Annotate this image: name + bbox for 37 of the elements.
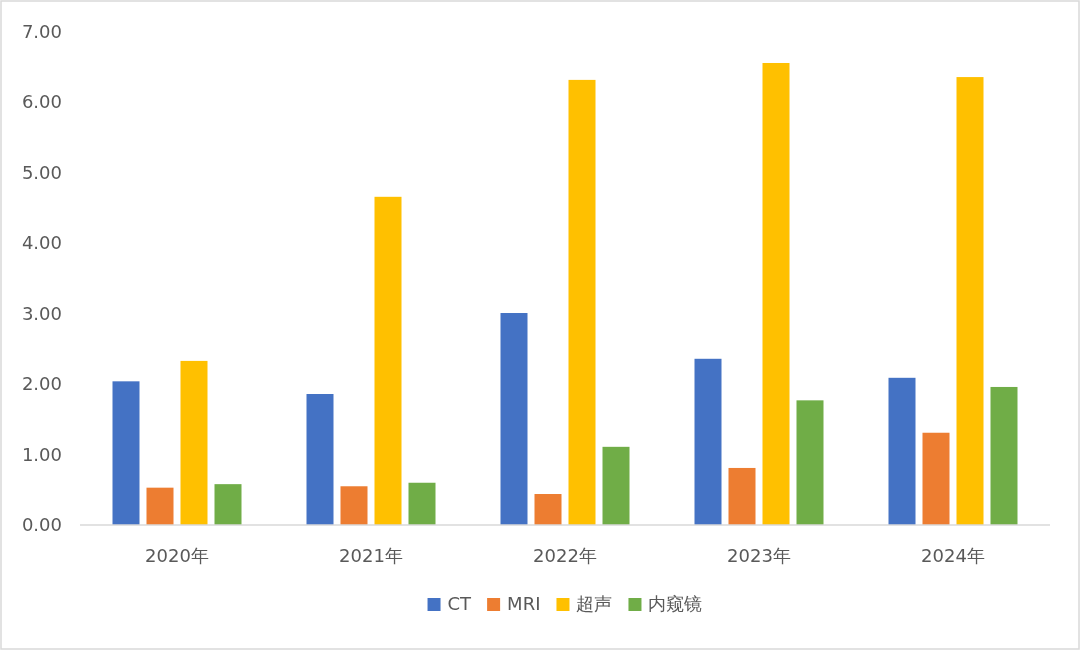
bar xyxy=(534,494,562,525)
legend-label: MRI xyxy=(507,593,541,614)
x-tick-label: 2022年 xyxy=(533,545,597,566)
y-tick-label: 4.00 xyxy=(21,232,62,254)
bar xyxy=(340,486,368,525)
bar xyxy=(180,360,208,525)
bar xyxy=(408,482,436,525)
bar xyxy=(146,487,174,525)
bar xyxy=(214,484,242,525)
y-tick-label: 1.00 xyxy=(21,443,62,465)
bar xyxy=(568,79,596,525)
bar xyxy=(694,358,722,525)
y-tick-label: 0.00 xyxy=(21,514,62,535)
bar xyxy=(888,377,916,525)
legend-label: 内窥镜 xyxy=(648,593,703,614)
bar xyxy=(112,381,140,525)
bar xyxy=(956,77,984,525)
bar xyxy=(374,196,402,525)
legend-label: 超声 xyxy=(576,593,613,614)
y-tick-label: 5.00 xyxy=(21,161,62,183)
y-tick-label: 7.00 xyxy=(21,21,62,42)
bar xyxy=(500,313,528,525)
bar xyxy=(728,467,756,525)
x-tick-label: 2020年 xyxy=(145,545,209,566)
bar xyxy=(796,400,824,525)
y-tick-label: 3.00 xyxy=(21,302,62,324)
bar xyxy=(990,386,1018,525)
bar xyxy=(762,62,790,525)
x-tick-label: 2023年 xyxy=(727,545,791,566)
legend-label: CT xyxy=(447,593,473,614)
bar xyxy=(922,432,950,525)
x-tick-label: 2021年 xyxy=(339,545,403,566)
y-tick-label: 2.00 xyxy=(21,373,62,395)
bar xyxy=(602,446,630,525)
bar xyxy=(306,394,334,525)
x-tick-label: 2024年 xyxy=(921,545,985,566)
y-tick-label: 6.00 xyxy=(21,91,62,113)
